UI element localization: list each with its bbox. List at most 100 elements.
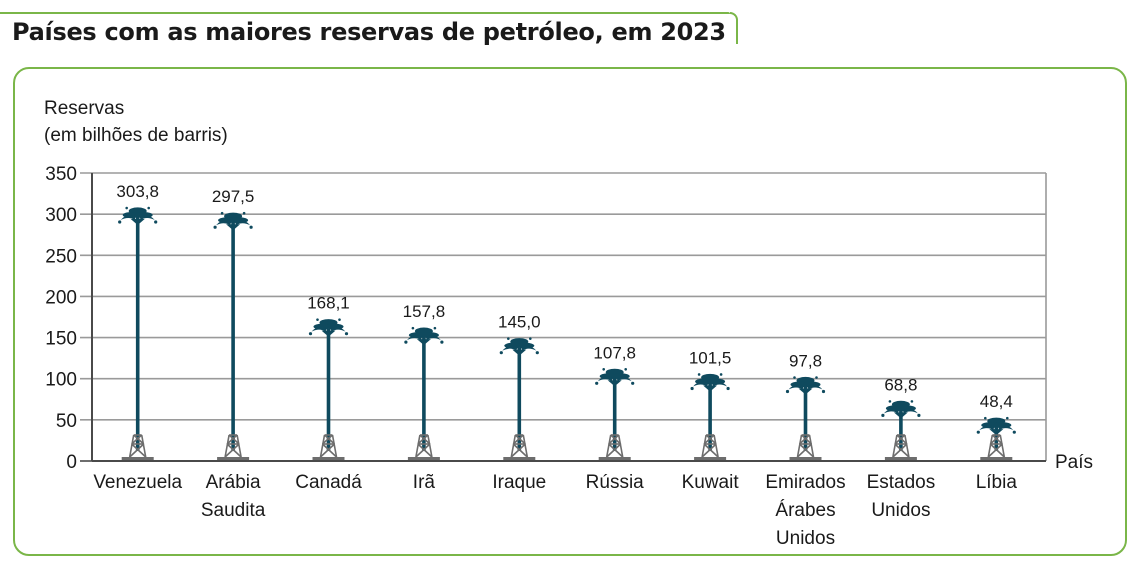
bar: 107,8 xyxy=(593,343,636,461)
derrick-icon xyxy=(319,434,338,458)
chart-title: Países com as maiores reservas de petról… xyxy=(12,18,726,46)
splash-arc-right xyxy=(425,335,441,341)
splash-drop xyxy=(719,373,723,376)
splash-neck xyxy=(130,219,145,226)
x-tick-label-line: Líbia xyxy=(976,472,1018,493)
splash-drop xyxy=(220,211,224,215)
x-tick-label-line: Rússia xyxy=(586,472,645,493)
splash-drop xyxy=(976,430,980,434)
x-tick-label: Rússia xyxy=(586,472,645,493)
derrick-brace xyxy=(796,443,813,458)
derrick-leg xyxy=(713,434,719,458)
splash-drop xyxy=(344,332,349,336)
splash-drop xyxy=(154,220,158,224)
derrick-brace xyxy=(987,443,1003,458)
splash-drop xyxy=(631,381,635,385)
bar: 168,1 xyxy=(307,294,350,461)
splash-neck xyxy=(989,429,1004,436)
bar: 101,5 xyxy=(689,348,731,461)
bar-splash-icon xyxy=(499,337,539,356)
derrick-brace xyxy=(610,434,622,445)
splash-arc-right xyxy=(235,220,251,226)
data-label: 168,1 xyxy=(307,294,350,313)
bar-splash-icon xyxy=(595,367,635,387)
derrick-leg xyxy=(128,434,135,458)
splash-drop xyxy=(697,373,701,376)
x-tick-label-line: Unidos xyxy=(871,500,930,521)
x-axis-label: País xyxy=(1055,452,1093,473)
data-label: 107,8 xyxy=(593,343,636,362)
title-tab xyxy=(0,0,740,48)
bar-column xyxy=(326,328,331,451)
derrick-leg xyxy=(427,434,433,458)
splash-arc-left xyxy=(120,215,136,221)
derrick-leg xyxy=(605,434,612,458)
splash-drop xyxy=(888,400,892,403)
splash-arc-left xyxy=(311,326,327,332)
x-tick-label: Canadá xyxy=(295,472,362,493)
splash-neck xyxy=(607,380,622,387)
splash-arc-left xyxy=(788,384,804,390)
x-tick-label-line: Arábia xyxy=(206,472,261,493)
derrick-brace xyxy=(415,443,431,458)
data-label: 48,4 xyxy=(980,392,1013,411)
derrick-brace xyxy=(417,443,433,458)
y-tick-label: 0 xyxy=(66,452,77,473)
x-tick-label: Líbia xyxy=(976,472,1018,493)
derrick-brace xyxy=(319,443,336,458)
splash-drop xyxy=(125,206,128,210)
y-axis-label-line2: (em bilhões de barris) xyxy=(44,125,228,146)
splash-drop xyxy=(815,376,818,379)
title-tab-line xyxy=(0,12,730,14)
derrick-base xyxy=(407,457,440,461)
derrick-brace xyxy=(131,434,143,445)
derrick-leg xyxy=(319,434,326,458)
derrick-brace xyxy=(129,443,145,458)
splash-drop xyxy=(595,381,599,385)
derrick-brace xyxy=(131,443,147,458)
derrick-base xyxy=(121,457,154,461)
x-tick-label: Iraque xyxy=(492,472,546,493)
x-tick-label: Irã xyxy=(413,472,436,493)
y-tick-label: 350 xyxy=(45,164,77,185)
derrick-brace xyxy=(798,443,815,458)
derrick-icon xyxy=(892,434,910,458)
bar: 303,8 xyxy=(116,182,159,461)
splash-drop xyxy=(242,211,246,215)
bar: 157,8 xyxy=(403,302,445,461)
derrick-leg xyxy=(808,434,815,458)
derrick-brace xyxy=(417,434,429,445)
title-tab-corner xyxy=(730,12,738,44)
x-tick-label: Venezuela xyxy=(93,472,182,493)
splash-drop xyxy=(624,367,627,371)
y-tick-label: 250 xyxy=(45,246,77,267)
splash-neck xyxy=(321,330,336,337)
splash-drop xyxy=(793,376,796,379)
derrick-brace xyxy=(989,443,1005,458)
splash-drop xyxy=(602,367,605,371)
splash-arc-right xyxy=(998,425,1014,431)
splash-arc-right xyxy=(807,384,823,390)
derrick-brace xyxy=(606,443,622,458)
splash-neck xyxy=(893,412,908,419)
x-tick-label-line: Estados xyxy=(867,472,936,493)
derrick-brace xyxy=(510,443,526,458)
derrick-brace xyxy=(703,443,719,458)
splash-drop xyxy=(499,351,503,355)
data-label: 303,8 xyxy=(116,182,159,201)
splash-drop xyxy=(308,332,313,336)
y-tick-label: 300 xyxy=(45,205,77,226)
derrick-base xyxy=(694,457,727,461)
x-tick-label-line: Canadá xyxy=(295,472,362,493)
splash-arc-right xyxy=(902,408,918,414)
splash-arc-left xyxy=(883,408,899,414)
derrick-leg xyxy=(617,434,624,458)
splash-neck xyxy=(416,339,431,346)
data-series: 303,8 297,5 168,1 157,8 145,0 107,8 101,5 97,8 6… xyxy=(116,182,1016,461)
splash-drop xyxy=(984,416,987,420)
derrick-brace xyxy=(989,434,1001,445)
derrick-leg xyxy=(236,434,242,458)
derrick-brace xyxy=(514,434,526,445)
bar-splash-icon xyxy=(118,206,158,226)
